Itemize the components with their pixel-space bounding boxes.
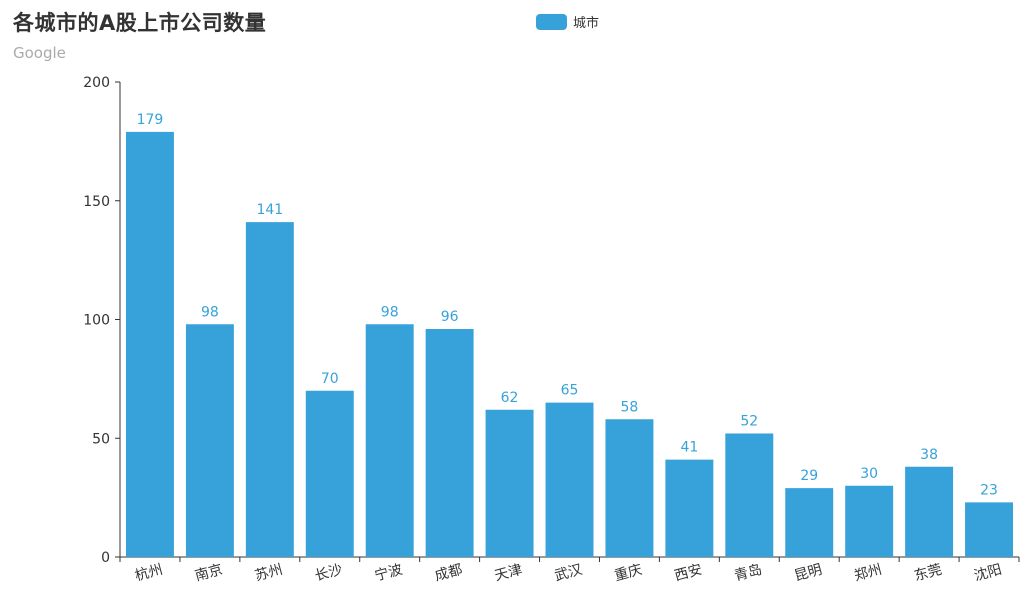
bar-value-label: 62 [501, 390, 519, 406]
bar[interactable] [485, 409, 534, 557]
chart-title: 各城市的A股上市公司数量 [13, 11, 267, 35]
category-label: 苏州 [253, 562, 284, 585]
bar-value-label: 58 [621, 399, 639, 415]
bar-value-label: 41 [680, 440, 698, 456]
bar-value-label: 29 [800, 468, 818, 484]
bar[interactable] [965, 502, 1014, 557]
bar[interactable] [365, 324, 414, 557]
category-label: 郑州 [853, 562, 884, 585]
legend-item-city[interactable]: 城市 [536, 12, 599, 31]
bar[interactable] [665, 459, 714, 557]
legend-label: 城市 [573, 16, 600, 31]
chart-subtitle: Google [13, 44, 66, 62]
category-label: 昆明 [793, 562, 824, 585]
bar-value-label: 70 [321, 371, 339, 387]
category-label: 长沙 [313, 562, 344, 585]
y-tick-label: 50 [92, 431, 110, 447]
category-label: 成都 [433, 562, 464, 585]
category-label: 西安 [673, 562, 704, 585]
bar-value-label: 98 [381, 304, 399, 320]
y-tick-label: 100 [83, 313, 110, 329]
bar[interactable] [905, 466, 954, 557]
y-tick-label: 150 [83, 194, 110, 210]
bar-value-label: 179 [137, 112, 164, 128]
category-label: 武汉 [553, 562, 584, 585]
bar-value-label: 23 [980, 482, 998, 498]
bar[interactable] [245, 222, 294, 557]
category-label: 宁波 [373, 561, 404, 585]
bar[interactable] [185, 324, 234, 557]
bar[interactable] [845, 485, 894, 557]
bar[interactable] [605, 419, 654, 557]
bar-value-label: 30 [860, 466, 878, 482]
bar-value-label: 52 [740, 414, 758, 430]
bar-value-label: 98 [201, 304, 219, 320]
bars [125, 131, 1014, 558]
category-label: 天津 [493, 562, 524, 585]
bar[interactable] [725, 433, 774, 558]
category-label: 青岛 [733, 562, 764, 585]
category-label: 杭州 [133, 562, 164, 585]
bar[interactable] [545, 402, 594, 557]
category-label: 沈阳 [972, 562, 1003, 585]
category-label: 东莞 [912, 562, 943, 585]
bar[interactable] [425, 329, 474, 557]
bar[interactable] [125, 131, 174, 557]
bar-value-label: 65 [561, 383, 579, 399]
bar[interactable] [305, 390, 354, 557]
bar-value-label: 38 [920, 447, 938, 463]
category-label: 南京 [193, 562, 224, 585]
category-label: 重庆 [613, 562, 644, 585]
bar-value-label: 141 [256, 202, 283, 218]
category-labels: 杭州 南京 苏州 长沙 宁波 成都 天津 武汉 重庆 西安 青岛 昆明 郑州 东莞 沈阳 [133, 561, 1003, 585]
y-tick-label: 0 [101, 550, 110, 566]
legend-swatch [536, 13, 567, 30]
bar[interactable] [785, 488, 834, 557]
bar-value-label: 96 [441, 309, 459, 325]
y-tick-label: 200 [83, 75, 110, 91]
bar-value-labels: 179 98 141 70 98 96 62 65 58 41 52 29 30 38 23 [137, 112, 998, 499]
